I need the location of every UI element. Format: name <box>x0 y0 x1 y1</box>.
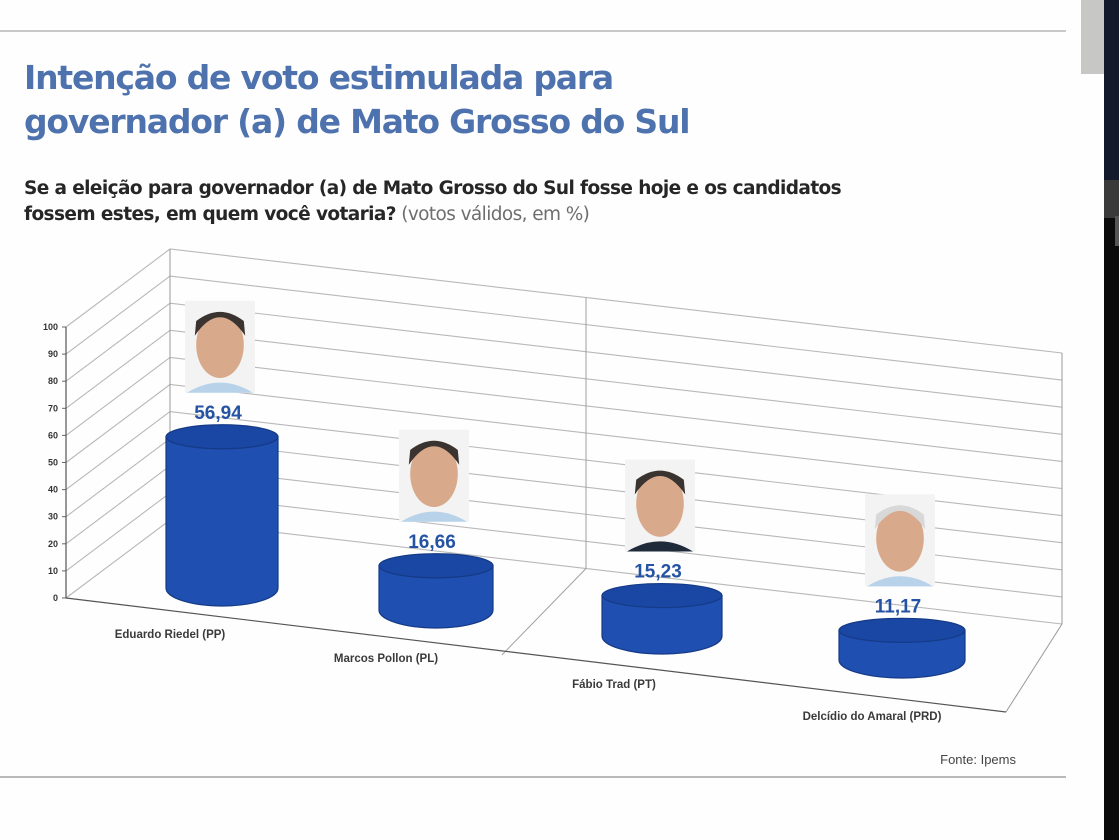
bottom-divider <box>0 776 1066 778</box>
y-tick-label: 30 <box>48 512 58 522</box>
side-panel-handle[interactable] <box>1115 216 1119 246</box>
category-label: Marcos Pollon (PL) <box>334 653 438 665</box>
bar-body <box>601 594 723 655</box>
bar-body <box>165 436 279 607</box>
value-label: 11,17 <box>875 596 922 617</box>
bar-top <box>165 424 279 450</box>
y-tick-label: 0 <box>53 593 58 603</box>
photo-delcidio-do-amaral <box>865 494 935 587</box>
value-label: 56,94 <box>194 403 242 424</box>
question-note: (votos válidos, em %) <box>401 204 590 225</box>
y-tick-label: 80 <box>48 376 58 386</box>
side-panel-top <box>1104 0 1119 180</box>
bar-top <box>601 582 723 609</box>
category-label: Eduardo Riedel (PP) <box>115 629 226 641</box>
hair <box>874 505 926 530</box>
y-tick-label: 70 <box>48 403 58 413</box>
shirt <box>627 541 693 552</box>
scrollbar-thumb[interactable] <box>1081 0 1104 74</box>
face <box>876 505 924 572</box>
hair <box>634 470 686 495</box>
title-line-2: governador (a) de Mato Grosso do Sul <box>24 102 691 141</box>
y-tick-label: 20 <box>48 539 58 549</box>
chart: 0 10 20 30 40 50 60 70 80 90 100 56,94 Eduardo Riede… <box>43 248 1063 723</box>
chart-subtitle: Se a eleição para governador (a) de Mato… <box>24 176 984 228</box>
photo-marcos-pollon <box>399 429 469 522</box>
chart-title: Intenção de voto estimulada para governa… <box>24 56 691 144</box>
bar <box>378 553 494 629</box>
y-tick-label: 100 <box>43 322 58 332</box>
bar <box>601 582 723 655</box>
y-tick-label: 90 <box>48 349 58 359</box>
bar-top <box>838 617 966 643</box>
bar-body <box>378 565 494 629</box>
top-divider <box>0 30 1066 32</box>
y-tick-label: 50 <box>48 458 58 468</box>
face <box>196 311 244 379</box>
bar <box>838 617 966 679</box>
title-line-1: Intenção de voto estimulada para <box>24 58 614 97</box>
x-axis <box>65 597 1007 713</box>
shirt <box>401 511 467 522</box>
photo-eduardo-riedel <box>185 300 255 393</box>
floor-divider <box>501 568 587 656</box>
category-label: Delcídio do Amaral (PRD) <box>803 711 942 723</box>
value-label: 16,66 <box>408 532 456 553</box>
y-tick-label: 60 <box>48 430 58 440</box>
source-label: Fonte: Ipems <box>940 752 1016 767</box>
bar-layer <box>165 424 966 679</box>
label-layer: 0 10 20 30 40 50 60 70 80 90 100 56,94 Eduardo Riede… <box>43 300 942 723</box>
floor-right-edge <box>1005 623 1063 713</box>
hair <box>408 440 460 465</box>
question-line-2: fossem estes, em quem você votaria? <box>24 204 397 225</box>
axis-layer <box>62 326 1007 713</box>
face <box>636 470 684 537</box>
category-label: Fábio Trad (PT) <box>572 679 656 691</box>
bar-body <box>838 629 966 679</box>
hair <box>194 311 246 336</box>
shirt <box>187 382 253 393</box>
question-line-1: Se a eleição para governador (a) de Mato… <box>24 178 842 199</box>
shirt <box>867 576 933 587</box>
y-tick-label: 40 <box>48 485 58 495</box>
face <box>410 440 458 508</box>
y-tick-label: 10 <box>48 566 58 576</box>
side-panel-divider <box>1104 180 1119 218</box>
photo-fabio-trad <box>625 459 695 552</box>
bar-top <box>378 553 494 579</box>
value-label: 15,23 <box>634 562 682 583</box>
bar <box>165 424 279 607</box>
